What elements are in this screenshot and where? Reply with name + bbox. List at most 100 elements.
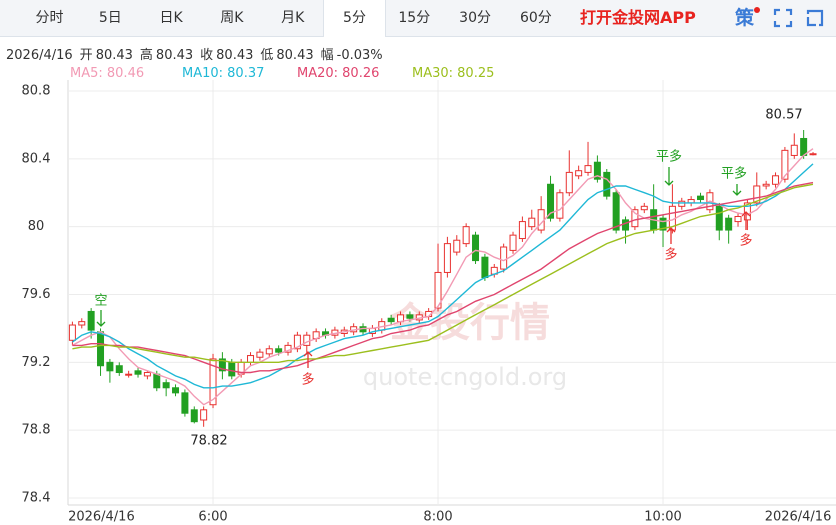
candle-body [340,329,348,335]
candle-body [565,171,573,194]
signal-arrow [741,211,751,230]
signal-arrow [96,310,106,327]
candle-body [603,171,611,197]
candle-body [218,358,226,372]
candle-body [172,387,180,394]
candle-body [378,321,386,331]
tab[interactable]: 5分 [323,0,386,37]
candle-body [518,221,526,240]
watermark-name: 金投行情 [389,300,550,346]
x-tick-label: 10:00 [644,510,681,525]
candle-body [762,183,770,187]
candle-body [115,365,123,374]
candle-body [697,195,705,201]
x-tick-label: 2026/4/16 [765,510,832,525]
menu-icon[interactable] [805,8,825,28]
tab[interactable]: 15分 [398,10,431,26]
candle-body [406,314,414,319]
candle-body [125,373,133,376]
tab[interactable]: 30分 [459,10,491,26]
candle-body [200,409,208,421]
ma-line [72,181,814,374]
candle-body [312,331,320,340]
candle-body [772,175,780,185]
candle-body [631,209,639,228]
candle-body [781,149,789,180]
tab[interactable]: 月K [281,10,305,26]
candle-body [284,344,292,353]
annotation: 平多 [656,149,682,165]
candle-body [209,358,217,406]
candle-body [331,329,339,336]
info-label: 开 [79,48,93,63]
info-date: 2026/4/16 [6,48,73,63]
legend-entry: MA20: 80.26 [297,66,380,81]
strategy-icon[interactable]: 策 [735,7,755,29]
candle-body [575,170,583,177]
signal-arrow [732,184,742,196]
candle-body [106,361,114,372]
info-label: 幅 [320,48,334,63]
tab[interactable]: 分时 [35,10,64,26]
candle-body [322,331,330,336]
tab[interactable]: 周K [220,10,244,26]
candle-body [472,234,480,262]
ma-line [72,148,814,406]
candle-body [143,372,151,377]
candle-body [453,239,461,253]
candle-body [153,373,161,389]
fullscreen-icon[interactable] [773,8,793,28]
candle-body [275,348,283,353]
legend-entry: MA5: 80.46 [70,66,145,81]
candle-body [443,243,451,273]
brand[interactable]: 打开金投网APP [580,8,696,27]
candle-body [237,361,245,375]
annotation: 多 [301,372,314,388]
tab[interactable]: 日K [159,10,183,26]
candle-body [490,266,498,275]
candle-body [640,205,648,211]
candle-body [678,200,686,207]
candle-body [256,351,264,358]
candle-body [537,209,545,231]
y-tick-label: 80 [28,219,45,234]
candle-body [265,348,273,355]
candle-body [650,209,658,231]
candle-body [687,199,695,204]
candle-body [387,317,395,323]
annotation: 平多 [721,166,747,182]
candle-body [528,217,536,228]
icon-dot [754,7,760,13]
info-row: 2026/4/16 开 80.43 高 80.43 收 80.43 低 80.43 幅 -0.03% [6,44,383,63]
candle-body [462,226,470,245]
y-tick-label: 80.8 [22,84,51,99]
candle-body [734,215,742,223]
candle-body [715,205,723,231]
x-tick-label: 6:00 [198,510,227,525]
candle-body [547,183,555,219]
y-tick-label: 79.6 [22,287,51,302]
candle-body [706,192,714,211]
candle-body [725,217,733,231]
candle-body [134,370,142,375]
legend-entry: MA30: 80.25 [412,66,495,81]
candle-body [612,192,620,231]
annotation: 78.82 [190,434,227,449]
annotation: 空 [94,294,107,309]
candle-body [500,246,508,270]
y-tick-label: 78.4 [22,491,51,506]
info-value: 80.43 [95,48,133,63]
y-tick-label: 80.4 [22,151,51,166]
candle-body [509,234,517,251]
info-value: 80.43 [276,48,314,63]
candle-body [397,314,405,323]
tab[interactable]: 5日 [98,10,122,26]
candle-body [593,161,601,180]
annotation: 多 [664,247,677,263]
candle-body [434,271,442,309]
tab[interactable]: 60分 [519,10,552,26]
annotation: 80.57 [765,108,802,123]
candle-body [68,324,76,341]
legend: MA5: 80.46 MA10: 80.37 MA20: 80.26 MA30: 80… [70,66,522,81]
